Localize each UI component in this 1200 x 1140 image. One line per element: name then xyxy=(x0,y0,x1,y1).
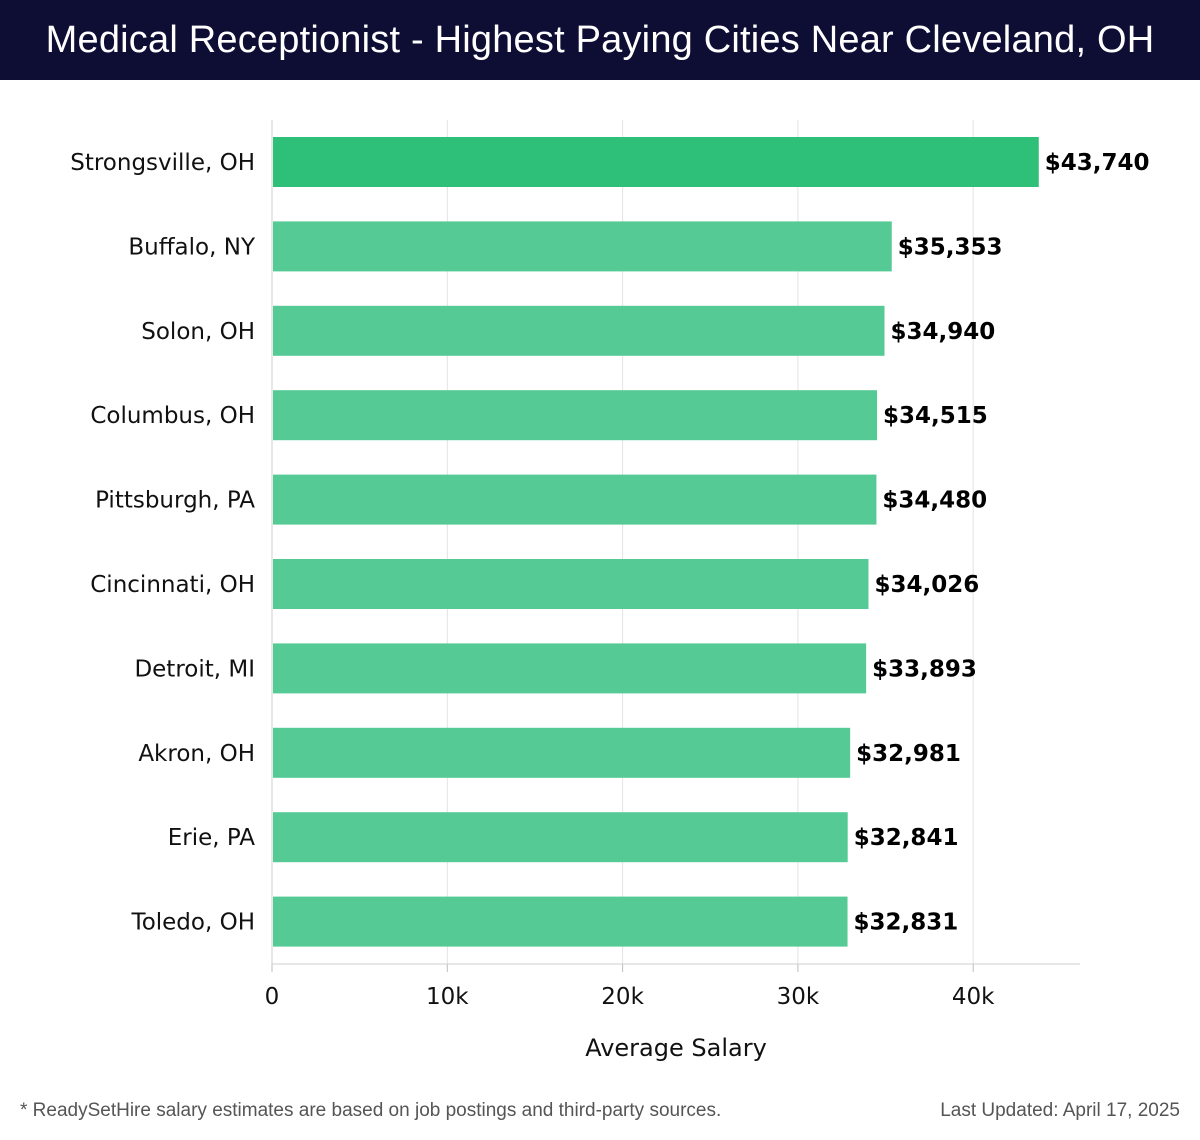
category-label: Buffalo, NY xyxy=(128,234,256,260)
bar xyxy=(273,559,869,609)
bar xyxy=(273,137,1039,187)
category-label: Cincinnati, OH xyxy=(90,572,255,598)
value-label: $32,981 xyxy=(856,741,961,767)
category-label: Strongsville, OH xyxy=(70,150,255,176)
category-label: Akron, OH xyxy=(138,741,255,767)
value-label: $35,353 xyxy=(898,234,1003,260)
value-label: $33,893 xyxy=(872,656,977,682)
x-tick-label: 0 xyxy=(265,984,280,1010)
category-label: Solon, OH xyxy=(141,319,255,345)
x-axis-label: Average Salary xyxy=(585,1034,767,1062)
x-tick-label: 40k xyxy=(952,984,995,1010)
bar xyxy=(273,221,892,272)
category-label: Columbus, OH xyxy=(90,403,255,429)
category-label: Pittsburgh, PA xyxy=(95,488,255,514)
category-label: Toledo, OH xyxy=(131,910,255,936)
value-label: $34,026 xyxy=(874,572,979,598)
value-label: $34,515 xyxy=(883,403,988,429)
bar xyxy=(273,643,867,694)
footer-note: * ReadySetHire salary estimates are base… xyxy=(20,1100,722,1121)
bar xyxy=(273,727,851,778)
value-label: $32,831 xyxy=(854,910,959,936)
bar xyxy=(273,305,885,356)
x-tick-label: 20k xyxy=(601,984,644,1010)
x-tick-label: 10k xyxy=(426,984,469,1010)
bar xyxy=(273,896,848,947)
bar-chart: 0 10k 20k 30k 40k Strongsville, OH $43,740 Buff… xyxy=(70,120,1150,1062)
bar xyxy=(273,812,848,863)
chart-title: Medical Receptionist - Highest Paying Ci… xyxy=(45,18,1155,61)
category-label: Detroit, MI xyxy=(134,656,255,682)
value-label: $32,841 xyxy=(854,825,959,851)
category-label: Erie, PA xyxy=(168,825,256,851)
value-label: $43,740 xyxy=(1045,150,1150,176)
value-label: $34,940 xyxy=(890,319,995,345)
bar xyxy=(273,474,877,525)
value-label: $34,480 xyxy=(882,488,987,514)
last-updated: Last Updated: April 17, 2025 xyxy=(940,1100,1180,1121)
bar xyxy=(273,390,878,441)
x-tick-label: 30k xyxy=(777,984,820,1010)
chart-header: Medical Receptionist - Highest Paying Ci… xyxy=(0,0,1200,80)
